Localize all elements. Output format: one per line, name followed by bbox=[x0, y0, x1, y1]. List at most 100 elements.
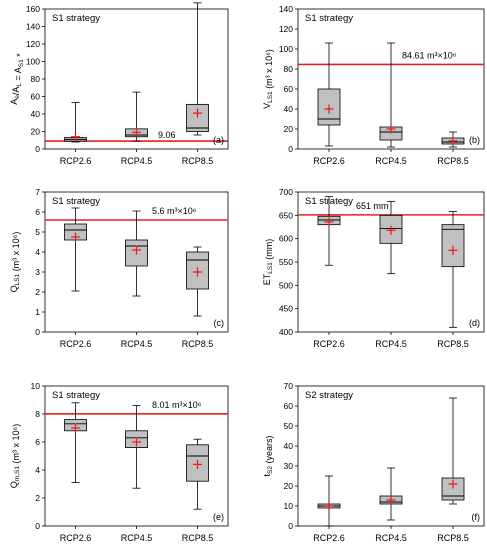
box-rcp45 bbox=[379, 467, 403, 521]
y-tick-label: 6 bbox=[35, 437, 40, 447]
chart-panel-d: 400 450 500 550 600 650 700 RCP2.6 RCP4.5 RCP8.5 6… bbox=[262, 187, 485, 349]
y-tick-label: 4 bbox=[35, 465, 40, 475]
y-tick-label: 40 bbox=[31, 109, 41, 119]
mean-marker bbox=[324, 501, 334, 511]
y-tick-label: 60 bbox=[284, 401, 294, 411]
box-rcp26 bbox=[64, 102, 87, 143]
y-tick-label: 5 bbox=[35, 227, 40, 237]
y-tick-label: 120 bbox=[279, 24, 293, 34]
mean-marker bbox=[448, 136, 458, 146]
chart-panel-e: 0 2 4 6 8 10 RCP2.6 RCP4.5 RCP8.5 8.01 m³×10⁶ S1 s… bbox=[9, 381, 229, 543]
mean-marker bbox=[386, 225, 396, 235]
y-tick-label: 6 bbox=[35, 207, 40, 217]
y-tick-label: 3 bbox=[35, 267, 40, 277]
x-tick-label: RCP4.5 bbox=[375, 533, 407, 543]
x-tick-label: RCP2.6 bbox=[313, 156, 345, 166]
y-tick-label: 50 bbox=[284, 421, 294, 431]
y-axis-label: Qm,S1 (m³ x 10⁶) bbox=[9, 424, 21, 488]
box-rcp26 bbox=[317, 42, 341, 147]
x-tick-label: RCP4.5 bbox=[121, 533, 153, 543]
reference-label: 8.01 m³×10⁶ bbox=[152, 400, 202, 410]
y-tick-label: 700 bbox=[279, 187, 293, 197]
x-tick-label: RCP2.6 bbox=[313, 339, 345, 349]
y-tick-label: 10 bbox=[31, 381, 41, 391]
y-tick-label: 80 bbox=[284, 64, 294, 74]
x-tick-label: RCP2.6 bbox=[60, 156, 92, 166]
y-tick-label: 20 bbox=[31, 127, 41, 137]
y-tick-label: 10 bbox=[284, 501, 294, 511]
chart-panel-f: 0 10 20 30 40 50 60 70 RCP2.6 RCP4.5 RCP8.5 S2 stra… bbox=[262, 381, 485, 543]
x-tick-label: RCP8.5 bbox=[437, 533, 469, 543]
y-axis-label: ETLS1 (mm) bbox=[262, 239, 274, 286]
box-rcp45 bbox=[125, 210, 148, 297]
x-tick-label: RCP8.5 bbox=[182, 156, 214, 166]
y-tick-label: 100 bbox=[26, 57, 40, 67]
panel-corner-label: (a) bbox=[213, 135, 224, 145]
y-axis-label: tS2 (years) bbox=[262, 436, 274, 477]
reference-label: 84.61 m³×10⁶ bbox=[402, 50, 457, 60]
x-tick-label: RCP8.5 bbox=[437, 156, 469, 166]
y-tick-label: 500 bbox=[279, 280, 293, 290]
x-tick-label: RCP2.6 bbox=[313, 533, 345, 543]
y-tick-label: 400 bbox=[279, 327, 293, 337]
box-rcp26 bbox=[317, 475, 341, 527]
y-tick-label: 20 bbox=[284, 124, 294, 134]
y-tick-label: 7 bbox=[35, 187, 40, 197]
panel-strategy-label: S1 strategy bbox=[52, 196, 100, 207]
y-tick-label: 70 bbox=[284, 381, 294, 391]
y-tick-label: 0 bbox=[288, 521, 293, 531]
box-rcp85 bbox=[186, 438, 209, 510]
y-tick-label: 600 bbox=[279, 234, 293, 244]
box-rcp45 bbox=[379, 200, 403, 275]
y-tick-label: 4 bbox=[35, 247, 40, 257]
y-tick-label: 30 bbox=[284, 461, 294, 471]
box-rcp85 bbox=[186, 2, 209, 136]
panel-strategy-label: S1 strategy bbox=[52, 390, 100, 401]
box-rcp85 bbox=[441, 397, 465, 505]
panel-corner-label: (c) bbox=[214, 318, 225, 328]
x-tick-label: RCP4.5 bbox=[375, 156, 407, 166]
chart-panel-b: 0 20 40 60 80 100 120 140 RCP2.6 RCP4.5 RCP8.5 84.6… bbox=[262, 4, 485, 166]
y-tick-label: 20 bbox=[284, 481, 294, 491]
panel-corner-label: (e) bbox=[213, 512, 224, 522]
box-rcp85 bbox=[186, 246, 209, 317]
panel-strategy-label: S1 strategy bbox=[305, 13, 353, 24]
box-rcp45 bbox=[125, 405, 148, 489]
y-tick-label: 2 bbox=[35, 287, 40, 297]
mean-marker bbox=[386, 495, 396, 505]
y-tick-label: 60 bbox=[31, 92, 41, 102]
mean-marker bbox=[71, 132, 80, 142]
y-tick-label: 100 bbox=[279, 44, 293, 54]
panel-corner-label: (f) bbox=[472, 512, 481, 522]
x-tick-label: RCP4.5 bbox=[121, 156, 153, 166]
mean-marker bbox=[448, 245, 458, 255]
y-axis-label: VLS1 (m³ x 10⁶) bbox=[262, 49, 274, 109]
panel-strategy-label: S1 strategy bbox=[52, 13, 100, 24]
y-tick-label: 40 bbox=[284, 104, 294, 114]
y-tick-label: 160 bbox=[26, 4, 40, 14]
mean-marker bbox=[132, 245, 141, 255]
y-tick-label: 140 bbox=[26, 22, 40, 32]
mean-marker bbox=[71, 423, 80, 433]
box-rcp26 bbox=[317, 196, 341, 266]
box-rcp45 bbox=[125, 91, 148, 142]
panel-strategy-label: S1 strategy bbox=[305, 196, 353, 207]
mean-marker bbox=[324, 217, 334, 227]
y-tick-label: 40 bbox=[284, 441, 294, 451]
y-tick-label: 0 bbox=[35, 521, 40, 531]
y-tick-label: 0 bbox=[35, 327, 40, 337]
x-tick-label: RCP8.5 bbox=[437, 339, 469, 349]
chart-panel-c: 0 1 2 3 4 5 6 7 RCP2.6 RCP4.5 RCP8.5 5.6 m³×10⁶ S1 s… bbox=[9, 187, 229, 349]
box-iqr bbox=[186, 103, 209, 132]
y-axis-label: QLS1 (m³ x 10⁶) bbox=[9, 232, 21, 293]
y-tick-label: 120 bbox=[26, 39, 40, 49]
box-iqr bbox=[441, 477, 465, 501]
x-tick-label: RCP4.5 bbox=[121, 339, 153, 349]
y-tick-label: 1 bbox=[35, 307, 40, 317]
mean-marker bbox=[324, 104, 334, 114]
x-tick-label: RCP8.5 bbox=[182, 533, 214, 543]
mean-marker bbox=[132, 437, 141, 447]
box-rcp26 bbox=[64, 207, 87, 292]
x-tick-label: RCP4.5 bbox=[375, 339, 407, 349]
